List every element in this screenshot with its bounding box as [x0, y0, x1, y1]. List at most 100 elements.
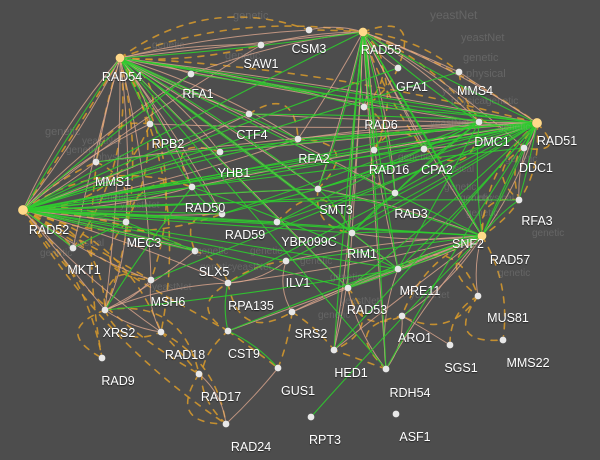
- graph-node-rad55[interactable]: [358, 27, 368, 37]
- edge: [333, 31, 364, 351]
- graph-node-rpa135[interactable]: [224, 279, 232, 287]
- edge: [119, 44, 262, 59]
- graph-node-mms1[interactable]: [92, 158, 100, 166]
- graph-node-mec3[interactable]: [122, 218, 130, 226]
- edge: [514, 122, 538, 201]
- graph-node-mkt1[interactable]: [69, 244, 77, 252]
- graph-node-rfa2[interactable]: [294, 135, 302, 143]
- edge: [72, 57, 124, 249]
- edge: [362, 31, 387, 370]
- graph-node-gfa1[interactable]: [394, 64, 402, 72]
- graph-node-xrs2[interactable]: [101, 306, 109, 314]
- graph-node-aro1[interactable]: [398, 312, 406, 320]
- edge: [149, 279, 162, 333]
- edge: [362, 31, 396, 194]
- edge: [481, 122, 538, 237]
- nodes-group[interactable]: [17, 26, 543, 428]
- graph-node-asf1[interactable]: [392, 410, 400, 418]
- edge: [22, 209, 103, 359]
- graph-node-ilv1[interactable]: [282, 257, 290, 265]
- edge: [22, 209, 106, 311]
- edge: [308, 26, 364, 33]
- edge: [397, 121, 480, 270]
- edge: [227, 282, 293, 324]
- graph-node-rpt3[interactable]: [307, 413, 315, 421]
- edge: [333, 235, 483, 351]
- graph-node-ybr099c[interactable]: [273, 218, 281, 226]
- graph-node-dmc1[interactable]: [475, 118, 483, 126]
- edge: [285, 122, 538, 262]
- edge: [362, 31, 375, 151]
- green-edges-group: [22, 31, 538, 418]
- graph-node-rad9[interactable]: [98, 354, 106, 362]
- edge: [22, 67, 399, 211]
- edge: [317, 188, 353, 234]
- edge: [22, 209, 227, 425]
- graph-node-rad51[interactable]: [531, 117, 543, 129]
- edge: [362, 31, 399, 270]
- edge: [149, 122, 538, 128]
- graph-node-hed1[interactable]: [330, 346, 338, 354]
- edge: [333, 287, 364, 351]
- graph-node-rim1[interactable]: [348, 229, 356, 237]
- graph-node-saw1[interactable]: [257, 41, 265, 49]
- edge: [104, 57, 134, 311]
- graph-node-mus81[interactable]: [474, 292, 482, 300]
- graph-node-rfa1[interactable]: [187, 70, 195, 78]
- graph-node-snf2[interactable]: [477, 231, 487, 241]
- edge: [224, 282, 229, 332]
- graph-node-cpa2[interactable]: [420, 145, 428, 153]
- graph-node-rfa3[interactable]: [515, 196, 523, 204]
- edge: [221, 121, 480, 215]
- graph-node-rad16[interactable]: [370, 146, 378, 154]
- edge: [277, 311, 293, 369]
- graph-node-mre11[interactable]: [394, 265, 402, 273]
- edge: [385, 315, 403, 370]
- graph-node-gus1[interactable]: [274, 364, 282, 372]
- graph-node-slx5[interactable]: [191, 247, 199, 255]
- graph-node-rad52[interactable]: [17, 204, 29, 216]
- edge: [260, 31, 364, 46]
- graph-node-yhb1[interactable]: [216, 148, 224, 156]
- edge: [221, 122, 538, 215]
- graph-node-rdh54[interactable]: [382, 365, 390, 373]
- edge: [22, 188, 319, 211]
- graph-node-rpb2[interactable]: [146, 120, 154, 128]
- edge: [227, 235, 483, 332]
- edge: [22, 147, 525, 211]
- graph-node-csm3[interactable]: [305, 26, 313, 34]
- edge: [282, 260, 293, 313]
- graph-node-rad17[interactable]: [195, 370, 203, 378]
- graph-node-ddc1[interactable]: [520, 144, 528, 152]
- edge: [119, 57, 319, 190]
- graph-node-rad59[interactable]: [218, 210, 226, 218]
- graph-node-srs2[interactable]: [288, 308, 296, 316]
- edge: [72, 221, 127, 249]
- graph-node-rad18[interactable]: [157, 328, 165, 336]
- graph-node-mms22[interactable]: [499, 336, 507, 344]
- edge: [22, 123, 151, 211]
- graph-node-rad6[interactable]: [360, 103, 368, 111]
- graph-node-smt3[interactable]: [314, 185, 322, 193]
- graph-node-sgs1[interactable]: [446, 341, 454, 349]
- edge: [160, 331, 200, 375]
- graph-node-ctf4[interactable]: [245, 110, 253, 118]
- edge: [285, 235, 483, 262]
- edge: [180, 146, 221, 188]
- graph-node-rad3[interactable]: [391, 189, 399, 197]
- edge: [351, 122, 538, 234]
- graph-node-cst9[interactable]: [224, 327, 232, 335]
- edge: [22, 57, 121, 211]
- graph-node-rad50[interactable]: [188, 183, 196, 191]
- edge: [365, 315, 403, 370]
- edge: [227, 330, 279, 369]
- edge: [22, 209, 162, 333]
- edge: [317, 31, 364, 190]
- graph-node-mms4[interactable]: [455, 68, 463, 76]
- edge: [119, 57, 483, 237]
- graph-node-rad54[interactable]: [115, 53, 125, 63]
- graph-node-rad24[interactable]: [222, 420, 230, 428]
- graph-node-msh6[interactable]: [147, 276, 155, 284]
- graph-node-rad53[interactable]: [344, 284, 352, 292]
